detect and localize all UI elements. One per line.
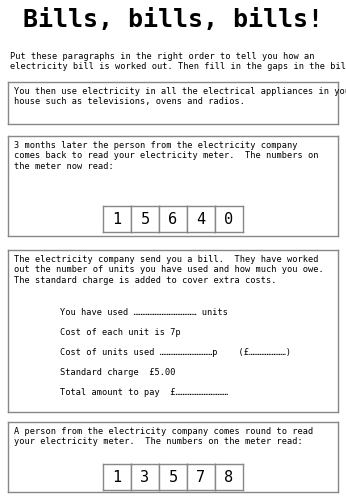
Text: Total amount to pay  £…………………………: Total amount to pay £………………………… xyxy=(60,388,228,397)
Text: Bills, bills, bills!: Bills, bills, bills! xyxy=(23,8,323,32)
Text: 5: 5 xyxy=(140,212,149,226)
Text: Put these paragraphs in the right order to tell you how an
electricity bill is w: Put these paragraphs in the right order … xyxy=(10,52,346,72)
Text: 6: 6 xyxy=(169,212,177,226)
Text: 1: 1 xyxy=(112,470,121,484)
Text: The electricity company send you a bill.  They have worked
out the number of uni: The electricity company send you a bill.… xyxy=(14,255,324,285)
Text: 7: 7 xyxy=(197,470,206,484)
Text: 3 months later the person from the electricity company
comes back to read your e: 3 months later the person from the elect… xyxy=(14,141,319,171)
Text: Standard charge  £5.00: Standard charge £5.00 xyxy=(60,368,175,377)
Text: A person from the electricity company comes round to read
your electricity meter: A person from the electricity company co… xyxy=(14,427,313,446)
Text: 0: 0 xyxy=(225,212,234,226)
Text: 4: 4 xyxy=(197,212,206,226)
Text: 1: 1 xyxy=(112,212,121,226)
Text: You then use electricity in all the electrical appliances in your
house such as : You then use electricity in all the elec… xyxy=(14,87,346,106)
Text: Cost of each unit is 7p: Cost of each unit is 7p xyxy=(60,328,181,337)
Text: You have used ……………………………… units: You have used ……………………………… units xyxy=(60,308,228,317)
Text: 5: 5 xyxy=(169,470,177,484)
Text: 8: 8 xyxy=(225,470,234,484)
Text: 3: 3 xyxy=(140,470,149,484)
Text: Cost of units used …………………………p    (£…………………): Cost of units used …………………………p (£…………………… xyxy=(60,348,291,357)
